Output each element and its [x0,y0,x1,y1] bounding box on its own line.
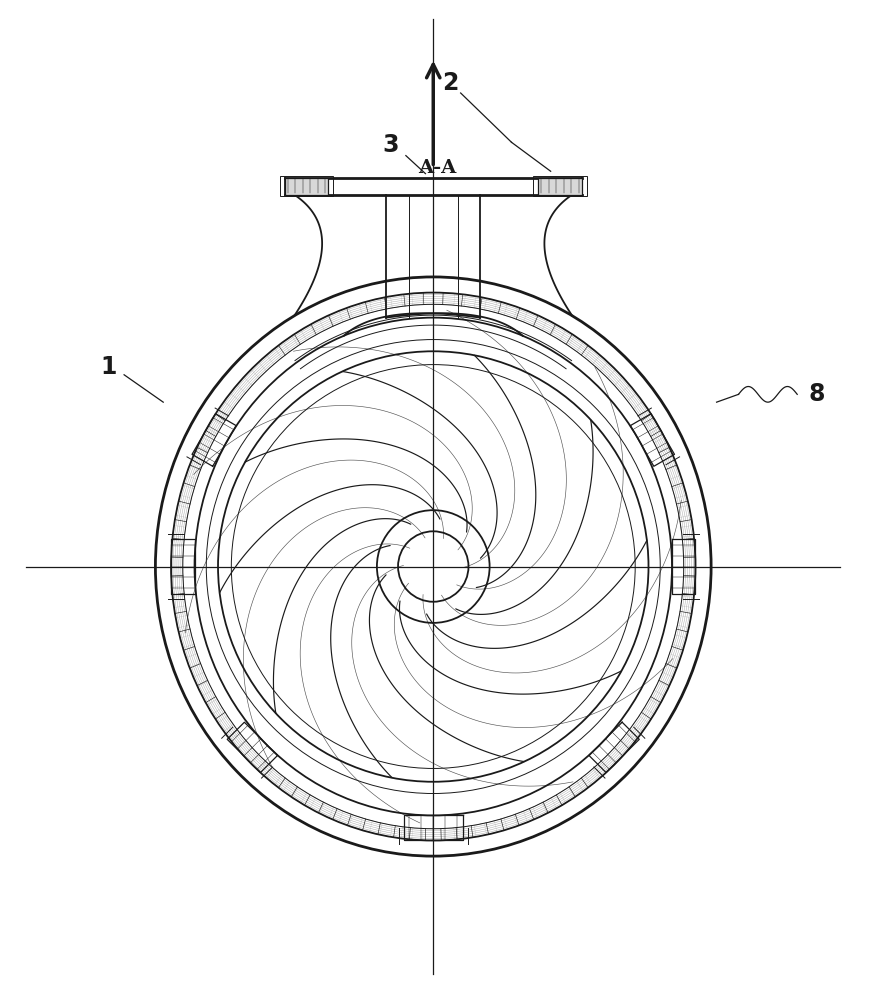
Text: A-A: A-A [418,159,457,177]
Bar [533,176,587,196]
Bar [285,178,328,195]
Text: 8: 8 [808,382,825,406]
Text: 2: 2 [442,71,458,95]
Bar [279,176,333,196]
Text: 3: 3 [382,133,399,157]
Text: 1: 1 [101,355,117,379]
Bar [538,178,582,195]
